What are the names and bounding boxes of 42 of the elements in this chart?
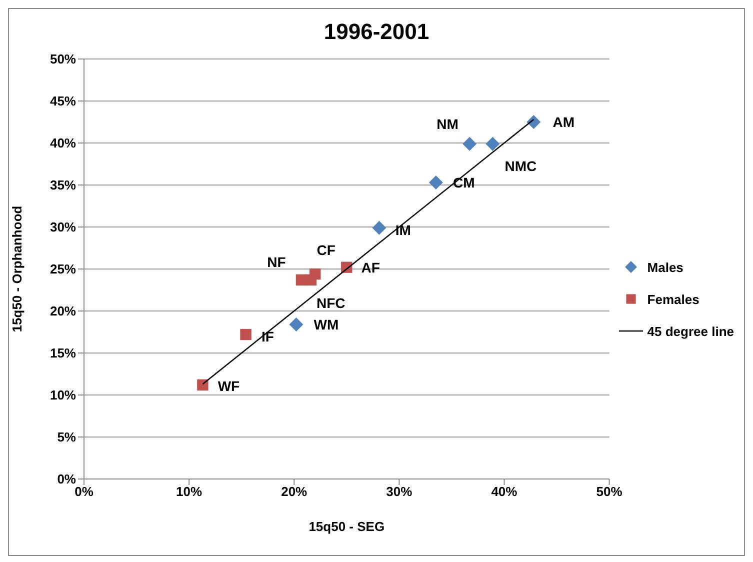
legend-label: Females xyxy=(647,292,700,306)
annotation: NM xyxy=(436,116,458,132)
x-tick-label: 0% xyxy=(74,484,94,500)
x-axis-title: 15q50 - SEG xyxy=(308,519,385,534)
chart-title: 1996-2001 xyxy=(322,19,430,46)
y-tick-label: 15% xyxy=(50,346,76,361)
annotation: NFC xyxy=(316,294,346,311)
legend-label: 45 degree line xyxy=(647,324,734,338)
y-tick-label: 10% xyxy=(50,388,76,403)
y-axis-title: 15q50 - Orphanhood xyxy=(10,206,25,332)
x-tick-label: 40% xyxy=(491,484,518,500)
x-tick-label: 20% xyxy=(281,484,308,500)
annotation: CM xyxy=(453,174,475,190)
x-tick-label: 30% xyxy=(386,484,413,500)
annotation: WM xyxy=(314,316,339,332)
point xyxy=(486,136,500,151)
annotation: WF xyxy=(218,378,240,394)
y-tick-label: 20% xyxy=(50,304,76,319)
x-tick-label: 50% xyxy=(596,484,623,500)
annotation: CF xyxy=(316,242,336,258)
x-tick-label: 10% xyxy=(176,484,202,500)
annotation: IM xyxy=(395,222,411,238)
point xyxy=(526,115,541,129)
y-tick-label: 25% xyxy=(50,262,76,277)
y-tick-label: 5% xyxy=(57,430,76,445)
y-tick-label: 0% xyxy=(57,472,76,487)
annotation: AM xyxy=(552,114,575,130)
legend-label: Males xyxy=(647,260,684,274)
y-tick-label: 45% xyxy=(50,94,76,109)
y-tick-label: 40% xyxy=(50,136,76,151)
y-tick-label: 35% xyxy=(50,178,76,193)
point xyxy=(428,175,443,190)
point xyxy=(197,379,208,391)
annotation: AF xyxy=(361,259,380,276)
point xyxy=(240,328,252,340)
annotation: NF xyxy=(267,254,286,270)
point xyxy=(289,317,304,332)
point xyxy=(372,220,386,235)
y-tick-label: 30% xyxy=(50,220,76,235)
y-tick-label: 50% xyxy=(50,52,76,67)
point xyxy=(462,136,477,151)
annotation: NMC xyxy=(504,158,537,174)
